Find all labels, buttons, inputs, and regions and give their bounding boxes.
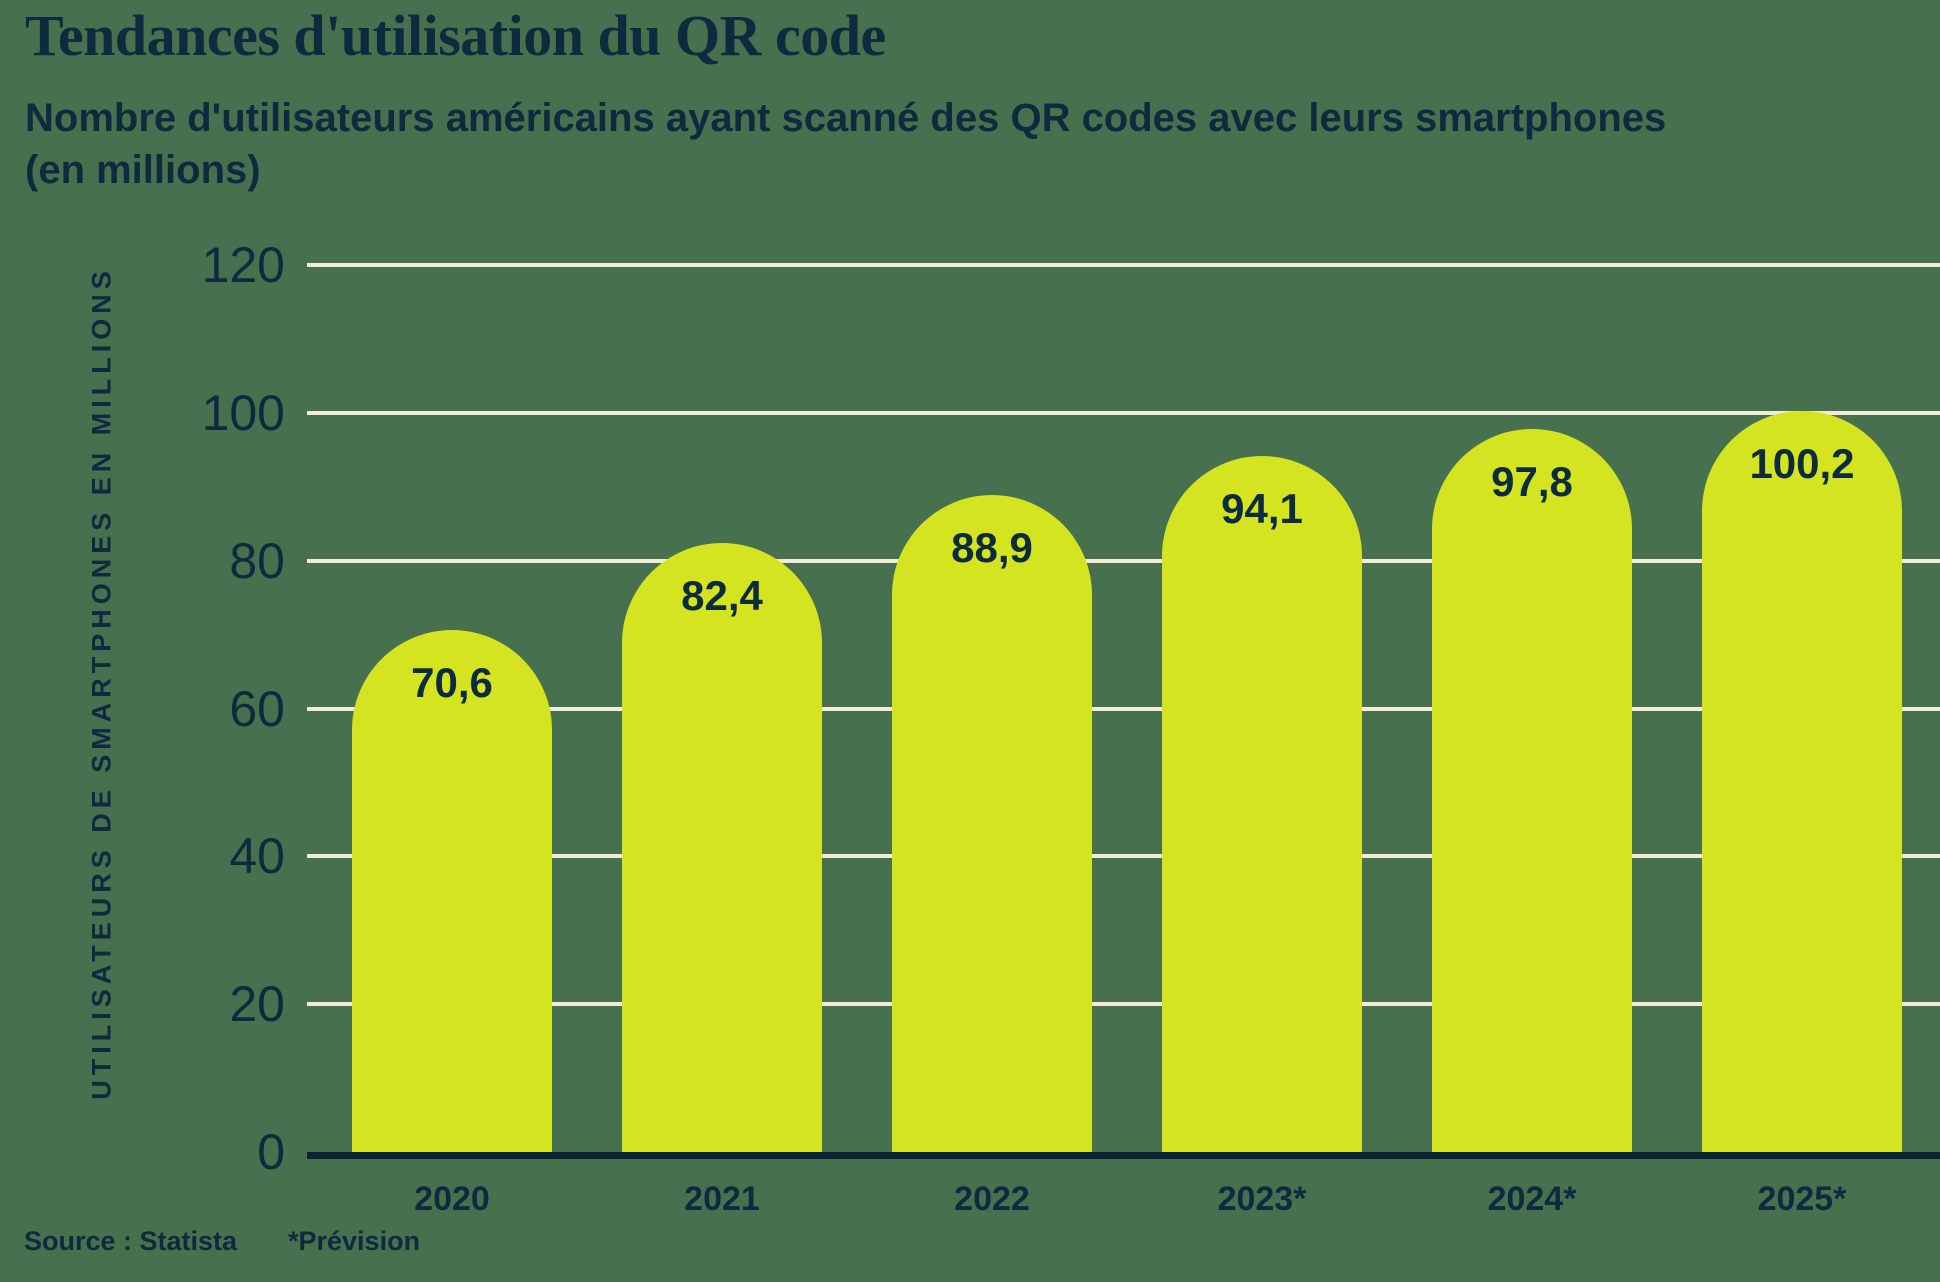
bar-value-label-2023*: 94,1 [1221, 485, 1303, 533]
y-tick-80: 80 [229, 532, 285, 589]
chart-subtitle-unit: (en millions) [25, 148, 261, 192]
gridline-120 [307, 263, 1940, 267]
y-tick-120: 120 [201, 237, 285, 293]
forecast-note: *Prévision [288, 1226, 421, 1256]
bar-value-label-2022: 88,9 [951, 523, 1033, 571]
bar-value-label-2024*: 97,8 [1491, 458, 1573, 506]
x-axis-label-2025*: 2025* [1757, 1180, 1847, 1218]
source-label: Source : Statista [24, 1226, 238, 1256]
x-axis-label-2023*: 2023* [1217, 1180, 1307, 1218]
y-tick-0: 0 [257, 1124, 285, 1180]
bar-value-label-2021: 82,4 [681, 571, 763, 619]
y-tick-40: 40 [229, 828, 285, 885]
x-axis-line [307, 1152, 1940, 1159]
bar-2023*: 94,1 [1162, 456, 1362, 1152]
bar-2020: 70,6 [352, 630, 552, 1152]
bar-value-label-2025*: 100,2 [1749, 440, 1855, 488]
bar-2024*: 97,8 [1432, 429, 1632, 1152]
gridline-20 [307, 1002, 1940, 1007]
x-axis-label-2020: 2020 [414, 1180, 490, 1218]
gridline-60 [307, 706, 1940, 711]
x-axis-label-2024*: 2024* [1487, 1180, 1577, 1218]
page-title: Tendances d'utilisation du QR code [25, 3, 886, 68]
bar-2022: 88,9 [892, 494, 1092, 1152]
y-tick-100: 100 [201, 384, 285, 441]
x-axis-label-2022: 2022 [954, 1180, 1030, 1218]
chart-subtitle: Nombre d'utilisateurs américains ayant s… [25, 96, 1667, 140]
x-axis-label-2021: 2021 [684, 1180, 760, 1218]
gridline-40 [307, 854, 1940, 859]
y-tick-60: 60 [229, 680, 285, 737]
gridline-80 [307, 558, 1940, 563]
bar-2021: 82,4 [622, 542, 822, 1152]
bar-value-label-2020: 70,6 [411, 659, 493, 707]
bar-2025*: 100,2 [1702, 411, 1902, 1152]
y-tick-20: 20 [229, 976, 285, 1033]
gridline-100 [307, 410, 1940, 415]
